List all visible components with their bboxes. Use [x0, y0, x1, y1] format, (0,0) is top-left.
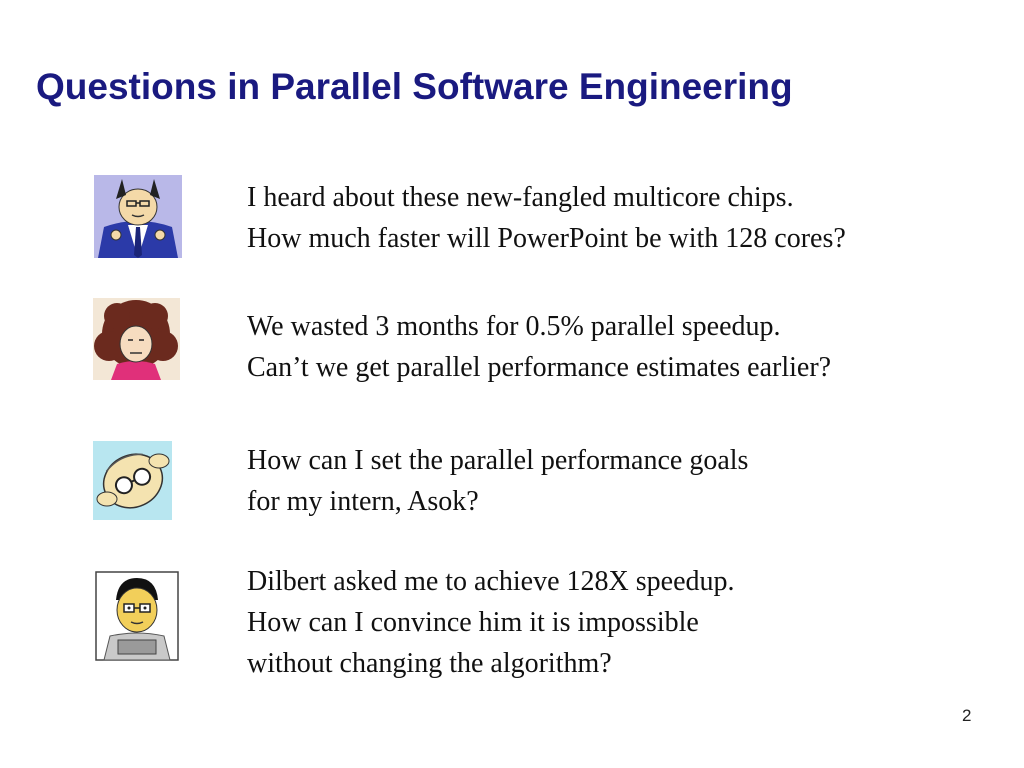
page-number: 2 [962, 706, 972, 725]
quote-2-line-2: Can’t we get parallel performance estima… [247, 352, 832, 383]
quote-3: How can I set the parallel performance g… [247, 440, 748, 522]
boss-icon [94, 175, 182, 258]
quote-1-line-2: How much faster will PowerPoint be with … [247, 223, 846, 254]
slide-title: Questions in Parallel Software Engineeri… [36, 66, 793, 107]
quote-3-line-1: How can I set the parallel performance g… [247, 445, 749, 476]
quote-4-line-1: Dilbert asked me to achieve 128X speedup… [247, 566, 735, 597]
quote-2-line-1: We wasted 3 months for 0.5% parallel spe… [247, 311, 781, 342]
asok-icon [94, 570, 180, 662]
quote-1-line-1: I heard about these new-fangled multicor… [247, 182, 794, 213]
alice-icon [93, 298, 180, 380]
quote-1: I heard about these new-fangled multicor… [247, 177, 846, 259]
quote-4-line-2: How can I convince him it is impossible [247, 607, 699, 638]
quote-4: Dilbert asked me to achieve 128X speedup… [247, 561, 735, 684]
quote-2: We wasted 3 months for 0.5% parallel spe… [247, 306, 831, 388]
quote-4-line-3: without changing the algorithm? [247, 648, 612, 679]
quote-3-line-2: for my intern, Asok? [247, 486, 479, 517]
dilbert-icon [93, 441, 172, 520]
